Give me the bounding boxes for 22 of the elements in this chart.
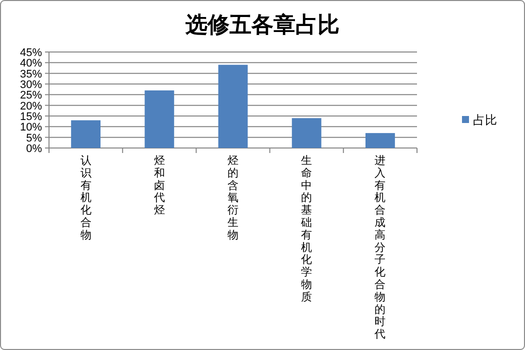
y-tick-label: 10% [20,122,42,134]
bar [365,133,395,148]
bar [292,118,322,148]
y-tick-label: 0% [26,143,42,155]
legend-label: 占比 [473,113,497,127]
category-label: 生命中的基础有机化学物质 [301,155,312,304]
y-tick-label: 20% [20,100,42,112]
y-tick-label: 5% [26,132,42,144]
category-label: 进入有机合成高分子化合物的时代 [374,155,386,341]
chart-title: 选修五各章占比 [184,12,340,37]
y-tick-label: 45% [20,47,42,59]
y-tick-label: 15% [20,111,42,123]
y-tick-label: 30% [20,79,42,91]
x-tick-label: 烃的含氧衍生物 [228,155,238,242]
y-tick-label: 25% [20,90,42,102]
x-tick-label: 认识有机化合物 [80,155,92,242]
y-tick-label: 35% [20,68,42,80]
bar [218,64,248,148]
bar [71,120,101,148]
x-tick-label: 烃和卤代烃 [152,155,165,217]
y-tick-label: 40% [20,58,42,70]
bar [144,90,174,148]
